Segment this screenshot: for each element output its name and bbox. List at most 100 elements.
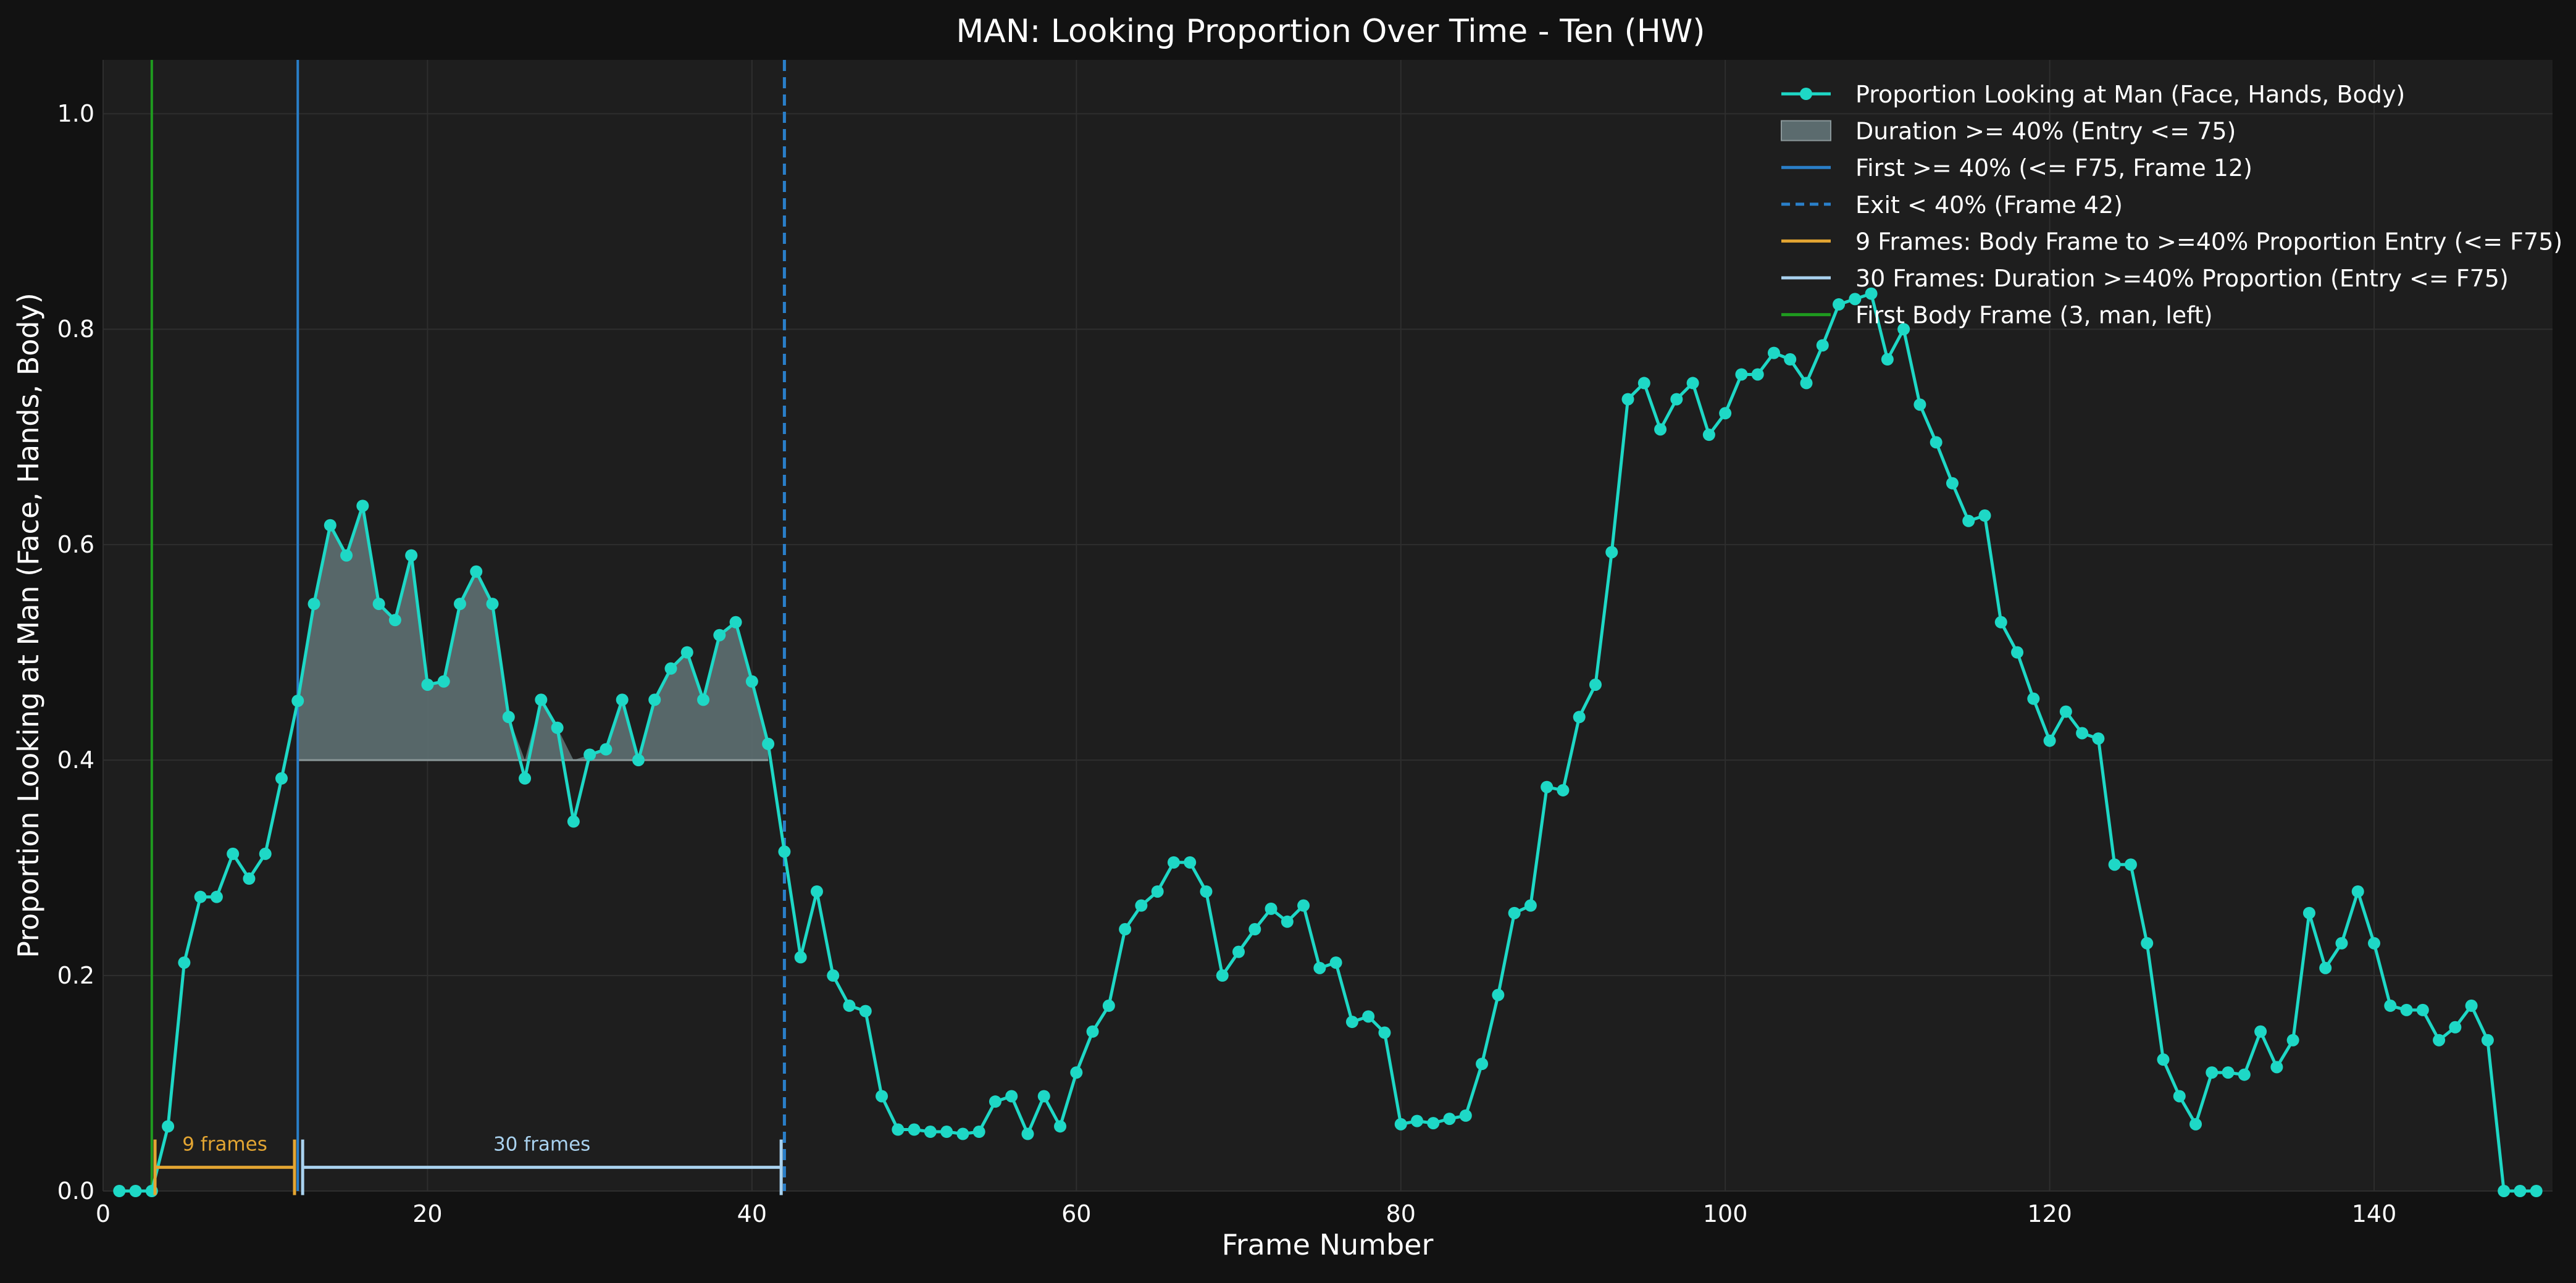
- data-point: [1297, 899, 1310, 912]
- duration-fill-area: [298, 506, 769, 761]
- data-point: [2498, 1185, 2511, 1197]
- data-point: [778, 845, 791, 858]
- data-point: [453, 598, 466, 611]
- bracket-label: 9 frames: [182, 1134, 267, 1156]
- data-point: [1897, 323, 1910, 336]
- data-point: [583, 748, 596, 761]
- reference-lines: [150, 60, 786, 1191]
- data-point: [827, 969, 840, 982]
- data-point: [2222, 1066, 2235, 1079]
- legend-item: Duration >= 40% (Entry <= 75): [1781, 118, 2236, 145]
- data-point: [2302, 906, 2315, 919]
- data-point: [129, 1185, 142, 1197]
- data-point: [388, 614, 401, 627]
- data-point: [1232, 945, 1245, 958]
- data-point: [1913, 398, 1926, 411]
- data-point: [697, 693, 710, 706]
- data-point: [1459, 1109, 1472, 1122]
- data-point: [2059, 705, 2072, 718]
- data-point: [1621, 393, 1634, 406]
- data-point: [2270, 1061, 2283, 1074]
- data-point: [1784, 353, 1797, 366]
- data-point: [1378, 1026, 1391, 1039]
- data-point: [2416, 1003, 2429, 1016]
- plot-area: [103, 60, 2553, 1191]
- data-point: [2027, 692, 2040, 705]
- data-point: [632, 754, 645, 767]
- data-point: [519, 772, 532, 785]
- data-point: [1021, 1127, 1034, 1140]
- data-point: [1881, 353, 1894, 366]
- data-point: [1962, 514, 1975, 527]
- data-point: [876, 1090, 889, 1103]
- legend-item: First Body Frame (3, man, left): [1781, 302, 2213, 329]
- data-point: [616, 693, 629, 706]
- x-tick-label: 120: [2027, 1200, 2072, 1227]
- data-point: [194, 890, 207, 903]
- data-point: [2368, 937, 2381, 950]
- y-axis-label: Proportion Looking at Man (Face, Hands, …: [12, 293, 45, 958]
- legend-item: Exit < 40% (Frame 42): [1781, 191, 2123, 219]
- data-point: [1833, 298, 1846, 311]
- data-point: [1751, 368, 1764, 381]
- data-point: [1070, 1066, 1083, 1079]
- data-point: [1184, 856, 1197, 869]
- data-point: [2465, 999, 2478, 1012]
- x-tick-label: 60: [1061, 1200, 1091, 1227]
- data-point: [1427, 1117, 1440, 1130]
- data-point: [1313, 961, 1326, 974]
- data-point: [1443, 1113, 1456, 1126]
- data-point: [1362, 1010, 1375, 1023]
- data-point: [2206, 1066, 2218, 1079]
- legend-swatch: [1781, 120, 1831, 141]
- threshold-fill: [298, 506, 769, 761]
- chart-title: MAN: Looking Proportion Over Time - Ten …: [956, 13, 1705, 50]
- data-point: [2141, 937, 2154, 950]
- data-point: [340, 549, 353, 562]
- data-point: [372, 598, 385, 611]
- data-point: [1800, 377, 1813, 390]
- data-point: [502, 711, 515, 724]
- data-point: [908, 1123, 921, 1136]
- legend-item: 30 Frames: Duration >=40% Proportion (En…: [1781, 265, 2509, 292]
- x-tick-label: 20: [412, 1200, 442, 1227]
- grid-lines: [102, 60, 2553, 1192]
- data-point: [648, 693, 661, 706]
- data-point: [1541, 780, 1554, 793]
- data-point: [437, 675, 450, 688]
- data-point: [178, 956, 191, 969]
- data-point: [1946, 477, 1959, 490]
- data-point: [1281, 915, 1294, 928]
- data-point: [567, 815, 580, 828]
- y-tick-label: 0.0: [57, 1177, 94, 1205]
- data-point: [1865, 287, 1878, 300]
- x-tick-label: 100: [1703, 1200, 1748, 1227]
- y-tick-label: 1.0: [57, 100, 94, 127]
- legend-label: Proportion Looking at Man (Face, Hands, …: [1855, 81, 2405, 108]
- data-point: [1557, 784, 1570, 796]
- data-point: [1605, 546, 1618, 559]
- data-point: [486, 598, 499, 611]
- data-point: [989, 1095, 1002, 1108]
- data-point: [470, 565, 483, 578]
- series-line: [119, 292, 2536, 1193]
- legend-label: First >= 40% (<= F75, Frame 12): [1855, 154, 2252, 182]
- data-point: [1167, 856, 1180, 869]
- data-point: [1037, 1090, 1050, 1103]
- data-point: [1086, 1025, 1099, 1038]
- data-point: [2124, 858, 2137, 871]
- data-point: [2449, 1021, 2462, 1034]
- data-point: [2384, 999, 2397, 1012]
- data-point: [2173, 1090, 2186, 1103]
- data-point: [1394, 1118, 1407, 1130]
- data-point: [892, 1123, 905, 1136]
- data-point: [2011, 646, 2024, 659]
- data-point: [113, 1185, 126, 1197]
- data-point: [1248, 923, 1261, 936]
- data-point: [275, 772, 288, 785]
- data-point: [1005, 1090, 1018, 1103]
- data-point: [2076, 727, 2089, 740]
- legend: Proportion Looking at Man (Face, Hands, …: [1781, 81, 2562, 329]
- data-point: [1978, 509, 1991, 522]
